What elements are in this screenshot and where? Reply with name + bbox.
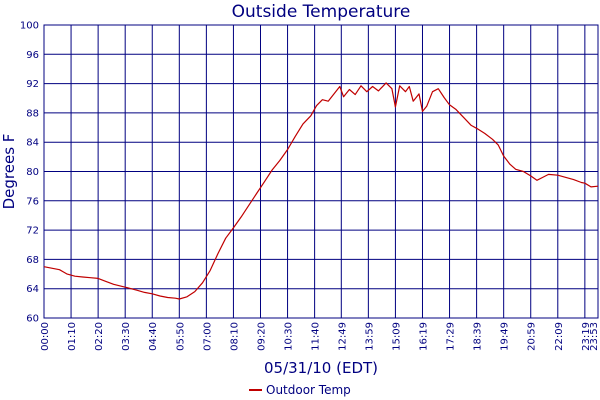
x-tick-label: 19:49	[500, 322, 511, 351]
x-tick-label: 00:00	[40, 322, 51, 351]
y-tick-label: 88	[26, 108, 39, 119]
x-tick-label: 20:59	[527, 322, 538, 351]
y-tick-label: 64	[26, 284, 39, 295]
x-tick-label: 01:10	[67, 322, 78, 351]
x-axis-label: 05/31/10 (EDT)	[264, 359, 378, 377]
legend-label: Outdoor Temp	[266, 383, 351, 397]
y-tick-label: 92	[26, 79, 39, 90]
x-tick-label: 08:10	[229, 322, 240, 351]
x-tick-label: 16:19	[418, 322, 429, 351]
y-axis-label: Degrees F	[0, 134, 18, 210]
x-tick-label: 05:50	[175, 322, 186, 351]
chart-title: Outside Temperature	[232, 2, 411, 22]
y-tick-label: 100	[20, 21, 39, 32]
x-tick-label: 09:20	[256, 322, 267, 351]
x-tick-label: 04:40	[148, 322, 159, 351]
x-tick-label: 10:30	[284, 322, 295, 351]
y-tick-label: 72	[26, 226, 39, 237]
y-tick-label: 68	[26, 255, 39, 266]
x-tick-label: 12:49	[337, 322, 348, 351]
x-tick-label: 18:39	[473, 322, 484, 351]
x-tick-label: 23:53	[589, 322, 600, 351]
series-line-outdoor-temp	[43, 82, 599, 300]
plot-frame	[43, 24, 599, 319]
y-tick-label: 96	[26, 50, 39, 61]
y-tick-label: 60	[26, 314, 39, 325]
x-tick-label: 02:20	[94, 322, 105, 351]
y-tick-label: 76	[26, 196, 39, 207]
x-tick-label: 03:30	[121, 322, 132, 351]
x-tick-label: 17:29	[446, 322, 457, 351]
y-tick-label: 84	[26, 138, 39, 149]
x-tick-label: 13:59	[364, 322, 375, 351]
x-tick-label: 07:00	[202, 322, 213, 351]
x-tick-label: 15:09	[391, 322, 402, 351]
x-tick-label: 11:40	[311, 322, 322, 351]
x-tick-label: 23:19	[581, 322, 592, 351]
x-tick-label: 22:09	[554, 322, 565, 351]
y-tick-label: 80	[26, 167, 39, 178]
